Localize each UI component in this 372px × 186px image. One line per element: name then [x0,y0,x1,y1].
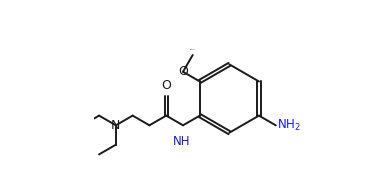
Text: NH$_2$: NH$_2$ [277,118,301,133]
Text: methoxy: methoxy [190,49,196,50]
Text: O: O [161,79,171,92]
Text: O: O [178,65,188,78]
Text: N: N [111,119,121,132]
Text: NH: NH [173,134,190,147]
